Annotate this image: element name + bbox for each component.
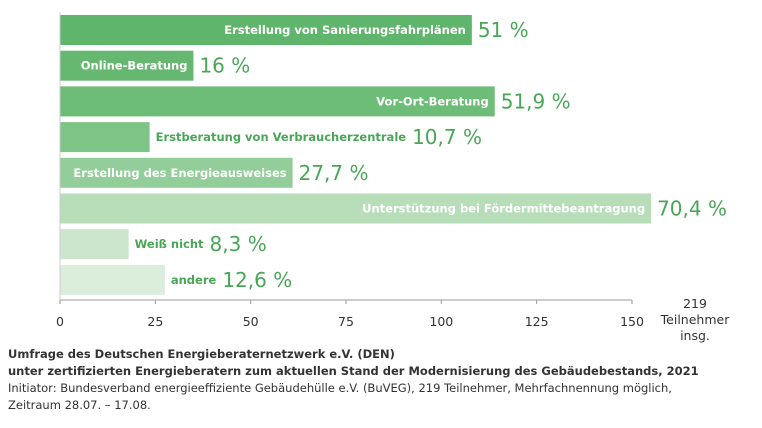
period-note: Zeitraum 28.07. – 17.08. [8,398,151,412]
x-tick-label: 100 [429,314,453,329]
unit-label-line: Teilnehmer [660,312,730,327]
bar-category-label: Erstellung von Sanierungsfahrplänen [224,23,466,37]
bar-category-label: Unterstützung bei Fördermittebeantragung [362,202,645,216]
bar [60,50,194,81]
survey-subtitle: unter zertifizierten Energieberatern zum… [8,364,699,378]
x-tick-label: 75 [338,314,354,329]
unit-label-line: insg. [680,328,710,343]
bar-category-label: andere [171,273,217,287]
bar [60,122,150,153]
survey-title: Umfrage des Deutschen Energieberaternetz… [8,347,395,361]
bar [60,264,165,295]
bar [60,157,293,188]
bar [60,15,472,45]
chart-footer: Umfrage des Deutschen Energieberaternetz… [8,346,753,414]
x-axis: 0 25 50 75 100 125 150 [56,12,644,329]
bar [60,229,129,260]
bar-category-label: Erstellung des Energieausweises [73,166,286,180]
bar-value-label: 8,3 % [210,232,267,256]
bar-value-label: 70,4 % [657,197,727,221]
unit-label: 219 Teilnehmer insg. [660,296,730,344]
bar-category-label: Online-Beratung [81,59,188,73]
bar-chart: Erstellung von Sanierungsfahrplänen 51 % O… [56,12,727,329]
x-tick-label: 125 [525,314,549,329]
bar-category-label: Vor-Ort-Beratung [376,94,488,108]
bar-value-label: 16 % [199,54,250,78]
x-tick-label: 25 [147,314,163,329]
bar-category-label: Weiß nicht [135,237,204,251]
initiator-note: Initiator: Bundesverband energieeffizien… [8,381,672,395]
bars-group: Erstellung von Sanierungsfahrplänen 51 % O… [60,15,727,295]
x-tick-label: 0 [56,314,64,329]
x-tick-label: 150 [620,314,644,329]
bar-value-label: 51,9 % [501,89,571,113]
bar-value-label: 10,7 % [412,125,482,149]
unit-label-line: 219 [683,296,707,311]
bar [60,193,652,224]
bar-value-label: 12,6 % [222,268,292,292]
bar-category-label: Erstberatung von Verbraucherzentrale [156,130,407,144]
bar-value-label: 51 % [478,18,529,42]
bar-value-label: 27,7 % [299,161,369,185]
x-tick-label: 50 [243,314,259,329]
bar [60,86,495,117]
